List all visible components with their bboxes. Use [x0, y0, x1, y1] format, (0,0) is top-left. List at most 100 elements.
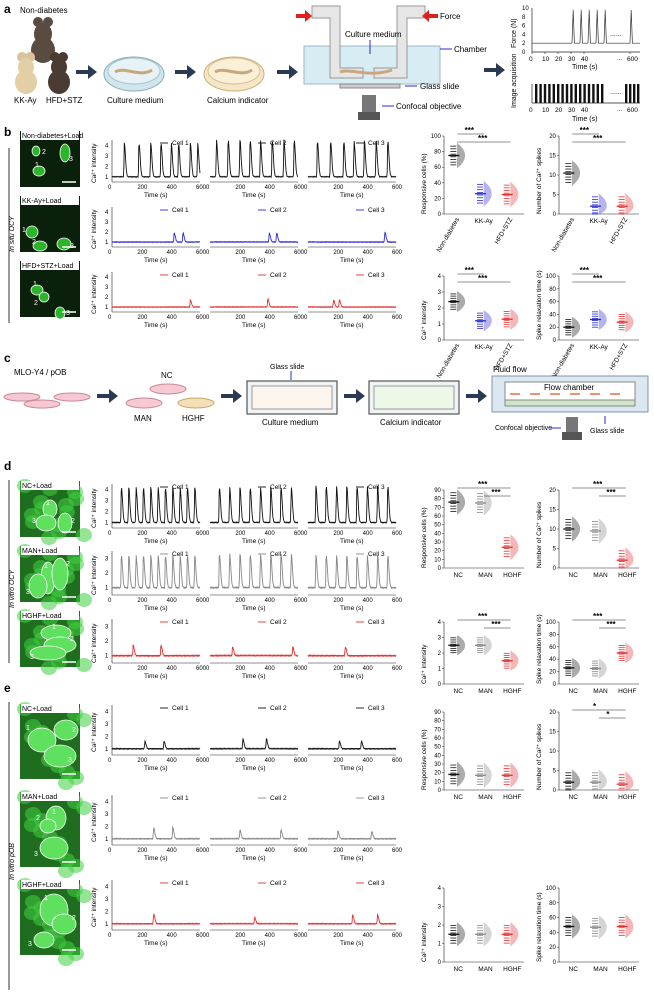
stat-violin: [457, 291, 466, 313]
cell-blob: [25, 807, 41, 821]
trace-legend-label: Cell 2: [270, 619, 287, 626]
trace-xlabel: Time (s): [340, 765, 364, 772]
mouse-hfd-label: HFD+STZ: [46, 96, 82, 105]
sig-mark: ***: [478, 274, 488, 283]
trace-xtick-label: 600: [392, 185, 403, 191]
force-ytick-label: 0: [522, 50, 526, 56]
stat-violin: [625, 771, 634, 791]
stat-violin: [510, 762, 519, 789]
trace-xtick-label: 400: [167, 598, 178, 604]
cell-number: 1: [46, 500, 50, 507]
stat-ytick-label: 0: [438, 788, 442, 794]
stat-ytick-label: 0: [438, 212, 442, 218]
cell-number: 1: [26, 725, 30, 732]
stat-group-label: HGHF: [503, 688, 521, 695]
micrograph-label-bg: [21, 704, 79, 713]
stat-ytick-label: 15: [549, 730, 556, 736]
trace-ytick-label: 3: [105, 220, 109, 226]
trace-legend-label: Cell 1: [172, 207, 189, 214]
trace-xtick-label: 600: [196, 598, 207, 604]
stat-ytick-label: 1: [438, 942, 442, 948]
stat-violin: [457, 635, 466, 656]
image-acq-bar: [587, 84, 591, 103]
trace-legend-label: Cell 2: [270, 795, 287, 802]
trace-xtick-label: 0: [304, 598, 308, 604]
stat-violin: [457, 761, 466, 788]
trace-ytick-label: 2: [105, 571, 109, 577]
trace-xtick-label: 600: [196, 933, 207, 939]
image-xtick-label: 0: [529, 107, 533, 114]
trace-legend-label: Cell 1: [172, 551, 189, 558]
stat-ytick-label: 50: [434, 523, 441, 529]
trace-xlabel: Time (s): [340, 605, 364, 612]
trace-xtick-label: 600: [294, 758, 305, 764]
stat-group-label: NC: [569, 794, 579, 801]
trace-xlabel: Time (s): [144, 855, 168, 862]
trace-xlabel: Time (s): [144, 605, 168, 612]
slide-calcium-icon: [368, 380, 460, 415]
trace-ytick-label: 3: [105, 154, 109, 160]
cell-blob: [58, 776, 74, 790]
trace-xlabel: Time (s): [242, 855, 266, 862]
trace-line: [209, 646, 299, 658]
stat-ytick-label: 3: [438, 290, 442, 296]
trace-xtick-label: 200: [333, 315, 344, 321]
trace-xtick-label: 200: [235, 666, 246, 672]
stat-violin: [598, 309, 607, 331]
trace-xtick-label: 0: [206, 598, 210, 604]
stat-plot: Spike relaxation time (s) 0 20 40 60 80 100 NC M…: [536, 886, 639, 973]
trace-xtick-label: 400: [167, 250, 178, 256]
trace-xtick-label: 400: [167, 933, 178, 939]
trace-xtick-label: 200: [235, 758, 246, 764]
trace-line: [209, 139, 299, 179]
stat-ytick-label: 80: [549, 632, 556, 638]
image-xtick-label: 30: [568, 107, 576, 114]
trace-ytick-label: 1: [105, 521, 109, 527]
stat-ytick-label: 100: [431, 134, 442, 140]
trace-xtick-label: 200: [137, 933, 148, 939]
trace-xtick-label: 400: [167, 531, 178, 537]
trace-row: Ca²⁺ intensity 1 2 3 4 0 200 400 600 Time (s) Cell…: [91, 139, 403, 199]
stat-group-label: MAN: [593, 794, 608, 801]
force-xtick-label: 30: [568, 56, 576, 63]
stat-ylabel: Spike relaxation time (s): [536, 614, 543, 684]
trace-line: [307, 485, 397, 525]
cell-outline: [59, 143, 71, 163]
trace-ylabel: Ca²⁺ intensity: [91, 623, 98, 663]
trace-xtick-label: 200: [235, 531, 246, 537]
force-xtick-label: 600: [627, 56, 638, 63]
panel-a-letter: a: [4, 2, 11, 16]
trace-xtick-label: 0: [108, 848, 112, 854]
trace-xtick-label: 200: [137, 598, 148, 604]
trace-ylabel: Ca²⁺ intensity: [91, 887, 98, 927]
stat-violin: [510, 181, 519, 208]
mouse-kkay-icon: [15, 52, 37, 94]
trace-xlabel: Time (s): [144, 538, 168, 545]
cell-number: 1: [22, 227, 26, 234]
trace-ylabel: Ca²⁺ intensity: [91, 555, 98, 595]
stat-violin: [572, 769, 581, 791]
stat-ytick-label: 1: [438, 322, 442, 328]
stat-violin: [598, 915, 607, 940]
trace-xtick-label: 200: [137, 250, 148, 256]
cell-outline: [43, 744, 77, 768]
stat-ytick-label: 10: [434, 779, 441, 785]
trace-legend-label: Cell 3: [368, 619, 385, 626]
trace-xtick-label: 0: [304, 666, 308, 672]
trace-row: Ca²⁺ intensity 1 2 3 4 0 200 400 600 Time (s) Cell…: [91, 484, 403, 545]
trace-xtick-label: 0: [108, 185, 112, 191]
image-plot: Image acquisition Time (s) ...... ... 0 1…: [511, 53, 640, 123]
glass-slide-top-label: Glass slide: [270, 364, 304, 371]
trace-xlabel: Time (s): [242, 538, 266, 545]
trace-ytick-label: 4: [105, 709, 109, 715]
trace-xtick-label: 400: [265, 250, 276, 256]
cell-number: 2: [36, 815, 40, 822]
cell-number: 1: [44, 895, 48, 902]
cell-outline: [51, 557, 69, 591]
stat-ytick-label: 0: [438, 682, 442, 688]
trace-xlabel: Time (s): [242, 765, 266, 772]
dish-nc-icon: [149, 383, 187, 395]
stat-group-label: KK-Ay: [475, 344, 494, 351]
image-acq-bar: [579, 84, 582, 103]
cell-blob: [41, 531, 57, 545]
